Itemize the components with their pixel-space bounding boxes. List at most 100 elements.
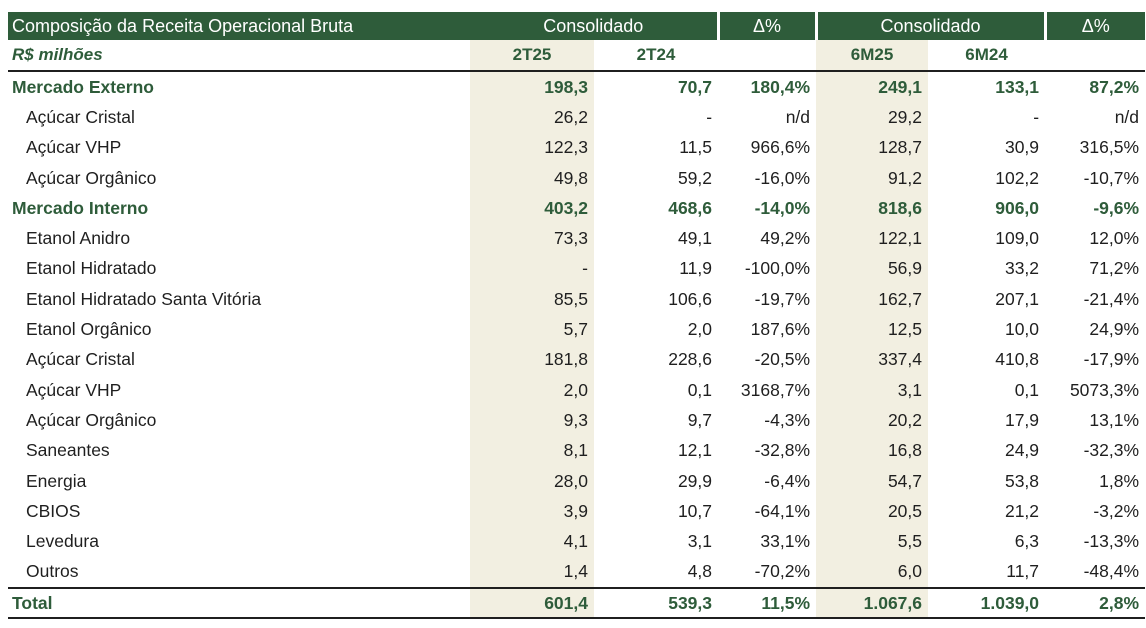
col-header-2t24: 2T24 <box>594 40 719 72</box>
table-row: Etanol Anidro 73,3 49,1 49,2% 122,1 109,0 12,0… <box>8 223 1145 254</box>
total-label: Total <box>8 587 470 620</box>
cell-delta-q: 966,6% <box>750 137 811 158</box>
cell-2t24: 3,1 <box>687 531 713 552</box>
group-header-semester: Consolidado <box>814 12 1046 40</box>
cell-6m25: 12,5 <box>816 314 929 345</box>
cell-2t24: 10,7 <box>677 500 713 521</box>
table-title: Composição da Receita Operacional Bruta <box>8 12 470 40</box>
header-row-periods: R$ milhões 2T25 2T24 6M25 6M24 <box>8 40 1146 72</box>
cell-delta-q: -6,4% <box>764 470 811 491</box>
total-cell-delta-s: 2,8% <box>1045 587 1146 620</box>
cell-6m24: 410,8 <box>995 349 1040 370</box>
revenue-composition-table: Composição da Receita Operacional Bruta … <box>8 12 1146 620</box>
cell-2t24: 11,5 <box>679 137 713 158</box>
cell-2t25: 8,1 <box>470 435 594 466</box>
table-row: CBIOS 3,9 10,7 -64,1% 20,5 21,2 -3,2% <box>8 496 1145 527</box>
cell-2t25: 73,3 <box>470 223 594 254</box>
cell-2t25: 403,2 <box>470 193 594 224</box>
cell-delta-q: 49,2% <box>760 228 811 249</box>
cell-2t25: - <box>470 253 594 285</box>
cell-2t25: 26,2 <box>470 102 594 133</box>
row-label: Açúcar Orgânico <box>26 409 157 430</box>
cell-2t24: - <box>706 106 713 127</box>
cell-delta-s: 12,0% <box>1089 228 1140 249</box>
table-row: Saneantes 8,1 12,1 -32,8% 16,8 24,9 -32,3% <box>8 435 1145 466</box>
cell-6m25: 20,2 <box>816 405 929 436</box>
cell-6m24: 0,1 <box>1014 379 1040 400</box>
row-label: Açúcar Cristal <box>26 349 135 370</box>
row-label: Etanol Anidro <box>26 228 131 249</box>
cell-delta-q: -16,0% <box>754 167 811 188</box>
cell-6m25: 91,2 <box>816 162 929 194</box>
table-row: Açúcar VHP 2,0 0,1 3168,7% 3,1 0,1 5073,3% <box>8 374 1145 406</box>
cell-delta-s: -10,7% <box>1083 167 1140 188</box>
col-header-delta-q <box>718 40 817 72</box>
cell-delta-s: 13,1% <box>1089 409 1140 430</box>
total-cell-2t24: 539,3 <box>594 587 719 620</box>
cell-2t24: 70,7 <box>677 76 713 97</box>
table-row: Etanol Orgânico 5,7 2,0 187,6% 12,5 10,0 24,9% <box>8 314 1145 345</box>
row-label: CBIOS <box>26 500 81 521</box>
row-label: Energia <box>26 470 87 491</box>
cell-2t24: 468,6 <box>668 197 713 218</box>
row-label: Açúcar Cristal <box>26 106 135 127</box>
row-label: Mercado Externo <box>12 76 154 97</box>
total-cell-delta-q: 11,5% <box>718 587 817 620</box>
cell-2t24: 2,0 <box>687 319 713 340</box>
cell-6m24: 53,8 <box>1004 470 1040 491</box>
cell-delta-q: n/d <box>785 106 811 127</box>
table-row: Energia 28,0 29,9 -6,4% 54,7 53,8 1,8% <box>8 465 1145 497</box>
cell-delta-q: -4,3% <box>764 409 811 430</box>
cell-6m25: 16,8 <box>816 435 929 466</box>
total-cell-6m25: 1.067,6 <box>816 587 929 620</box>
delta-header-semester: Δ% <box>1043 12 1146 40</box>
cell-6m24: 11,7 <box>1006 561 1040 582</box>
table-row: Etanol Hidratado - 11,9 -100,0% 56,9 33,2 71,2… <box>8 253 1145 285</box>
cell-6m25: 54,7 <box>816 465 929 497</box>
cell-2t24: 29,9 <box>677 470 713 491</box>
cell-delta-q: -14,0% <box>754 197 811 218</box>
row-label: Etanol Hidratado Santa Vitória <box>26 288 262 309</box>
cell-6m24: 906,0 <box>995 197 1040 218</box>
cell-2t24: 59,2 <box>677 167 713 188</box>
total-row: Total 601,4 539,3 11,5% 1.067,6 1.039,0 … <box>8 587 1146 620</box>
table-row: Açúcar Orgânico 49,8 59,2 -16,0% 91,2 102,2 -1… <box>8 162 1145 194</box>
cell-2t25: 3,9 <box>470 496 594 527</box>
cell-6m24: 30,9 <box>1004 137 1040 158</box>
cell-delta-q: -19,7% <box>754 288 811 309</box>
cell-2t24: 228,6 <box>668 349 713 370</box>
cell-2t24: 4,8 <box>687 561 713 582</box>
cell-6m25: 818,6 <box>816 193 929 224</box>
cell-2t25: 49,8 <box>470 162 594 194</box>
cell-2t25: 5,7 <box>470 314 594 345</box>
col-header-6m25: 6M25 <box>816 40 929 72</box>
cell-6m24: 33,2 <box>1004 258 1040 279</box>
cell-2t24: 12,1 <box>677 440 713 461</box>
table-row: Açúcar Cristal 26,2- n/d 29,2- n/d <box>8 102 1145 133</box>
cell-6m25: 122,1 <box>816 223 929 254</box>
total-cell-6m24: 1.039,0 <box>928 587 1046 620</box>
cell-6m25: 249,1 <box>816 71 929 103</box>
cell-6m25: 128,7 <box>816 132 929 163</box>
cell-6m24: 10,0 <box>1004 319 1040 340</box>
row-label: Mercado Interno <box>12 197 149 218</box>
total-cell-2t25: 601,4 <box>470 587 594 620</box>
cell-delta-s: -9,6% <box>1093 197 1140 218</box>
row-label: Saneantes <box>26 440 110 461</box>
section-row: Mercado Externo 198,3 70,7 180,4% 249,1 133,1… <box>8 71 1145 103</box>
cell-2t25: 181,8 <box>470 344 594 375</box>
col-header-delta-s <box>1045 40 1146 72</box>
cell-2t24: 9,7 <box>687 409 713 430</box>
cell-6m25: 29,2 <box>816 102 929 133</box>
table-row: Etanol Hidratado Santa Vitória 85,5 106,6 -… <box>8 284 1145 315</box>
row-label: Outros <box>26 561 79 582</box>
cell-2t25: 122,3 <box>470 132 594 163</box>
cell-delta-s: -48,4% <box>1083 561 1140 582</box>
cell-delta-q: -100,0% <box>744 258 811 279</box>
cell-6m25: 6,0 <box>816 556 929 589</box>
cell-delta-s: 5073,3% <box>1069 379 1140 400</box>
delta-header-quarter: Δ% <box>716 12 817 40</box>
cell-delta-q: -70,2% <box>754 561 811 582</box>
section-row: Mercado Interno 403,2 468,6 -14,0% 818,6 906,… <box>8 193 1145 224</box>
